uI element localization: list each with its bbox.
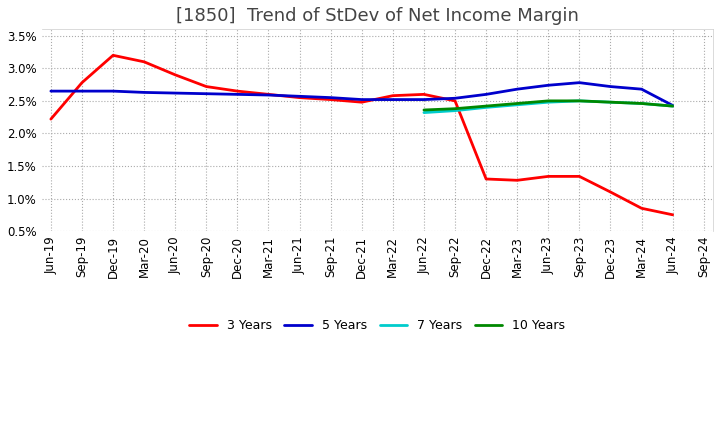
Line: 5 Years: 5 Years bbox=[51, 83, 672, 106]
3 Years bbox=[389, 93, 397, 98]
5 Years bbox=[202, 91, 211, 96]
3 Years bbox=[544, 174, 553, 179]
Line: 3 Years: 3 Years bbox=[51, 55, 672, 215]
10 Years bbox=[575, 98, 584, 103]
5 Years bbox=[637, 87, 646, 92]
Title: [1850]  Trend of StDev of Net Income Margin: [1850] Trend of StDev of Net Income Marg… bbox=[176, 7, 579, 25]
5 Years bbox=[47, 88, 55, 94]
5 Years bbox=[326, 95, 335, 100]
5 Years bbox=[513, 87, 521, 92]
3 Years bbox=[451, 98, 459, 103]
5 Years bbox=[482, 92, 490, 97]
7 Years bbox=[544, 99, 553, 105]
3 Years bbox=[78, 80, 86, 85]
10 Years bbox=[606, 99, 615, 105]
5 Years bbox=[109, 88, 117, 94]
10 Years bbox=[668, 103, 677, 109]
7 Years bbox=[637, 101, 646, 106]
10 Years bbox=[513, 101, 521, 106]
5 Years bbox=[233, 92, 242, 97]
5 Years bbox=[668, 103, 677, 108]
5 Years bbox=[606, 84, 615, 89]
3 Years bbox=[233, 88, 242, 94]
3 Years bbox=[606, 189, 615, 194]
3 Years bbox=[637, 205, 646, 211]
10 Years bbox=[420, 107, 428, 113]
3 Years bbox=[140, 59, 148, 65]
5 Years bbox=[575, 80, 584, 85]
5 Years bbox=[451, 95, 459, 101]
5 Years bbox=[544, 83, 553, 88]
5 Years bbox=[264, 92, 273, 98]
3 Years bbox=[420, 92, 428, 97]
7 Years bbox=[668, 103, 677, 109]
7 Years bbox=[513, 102, 521, 107]
Line: 7 Years: 7 Years bbox=[424, 101, 672, 113]
10 Years bbox=[482, 103, 490, 109]
3 Years bbox=[264, 92, 273, 97]
7 Years bbox=[606, 99, 615, 105]
5 Years bbox=[78, 88, 86, 94]
10 Years bbox=[451, 106, 459, 111]
Line: 10 Years: 10 Years bbox=[424, 101, 672, 110]
3 Years bbox=[482, 176, 490, 182]
3 Years bbox=[357, 99, 366, 105]
10 Years bbox=[544, 98, 553, 103]
3 Years bbox=[47, 117, 55, 122]
3 Years bbox=[202, 84, 211, 89]
7 Years bbox=[451, 108, 459, 113]
7 Years bbox=[575, 98, 584, 103]
5 Years bbox=[420, 97, 428, 102]
3 Years bbox=[513, 178, 521, 183]
3 Years bbox=[295, 95, 304, 100]
5 Years bbox=[171, 91, 179, 96]
Legend: 3 Years, 5 Years, 7 Years, 10 Years: 3 Years, 5 Years, 7 Years, 10 Years bbox=[184, 314, 570, 337]
3 Years bbox=[575, 174, 584, 179]
5 Years bbox=[295, 94, 304, 99]
3 Years bbox=[109, 53, 117, 58]
5 Years bbox=[389, 97, 397, 102]
5 Years bbox=[357, 97, 366, 102]
3 Years bbox=[668, 212, 677, 217]
5 Years bbox=[140, 90, 148, 95]
7 Years bbox=[482, 105, 490, 110]
3 Years bbox=[326, 97, 335, 102]
10 Years bbox=[637, 101, 646, 106]
3 Years bbox=[171, 72, 179, 77]
7 Years bbox=[420, 110, 428, 115]
